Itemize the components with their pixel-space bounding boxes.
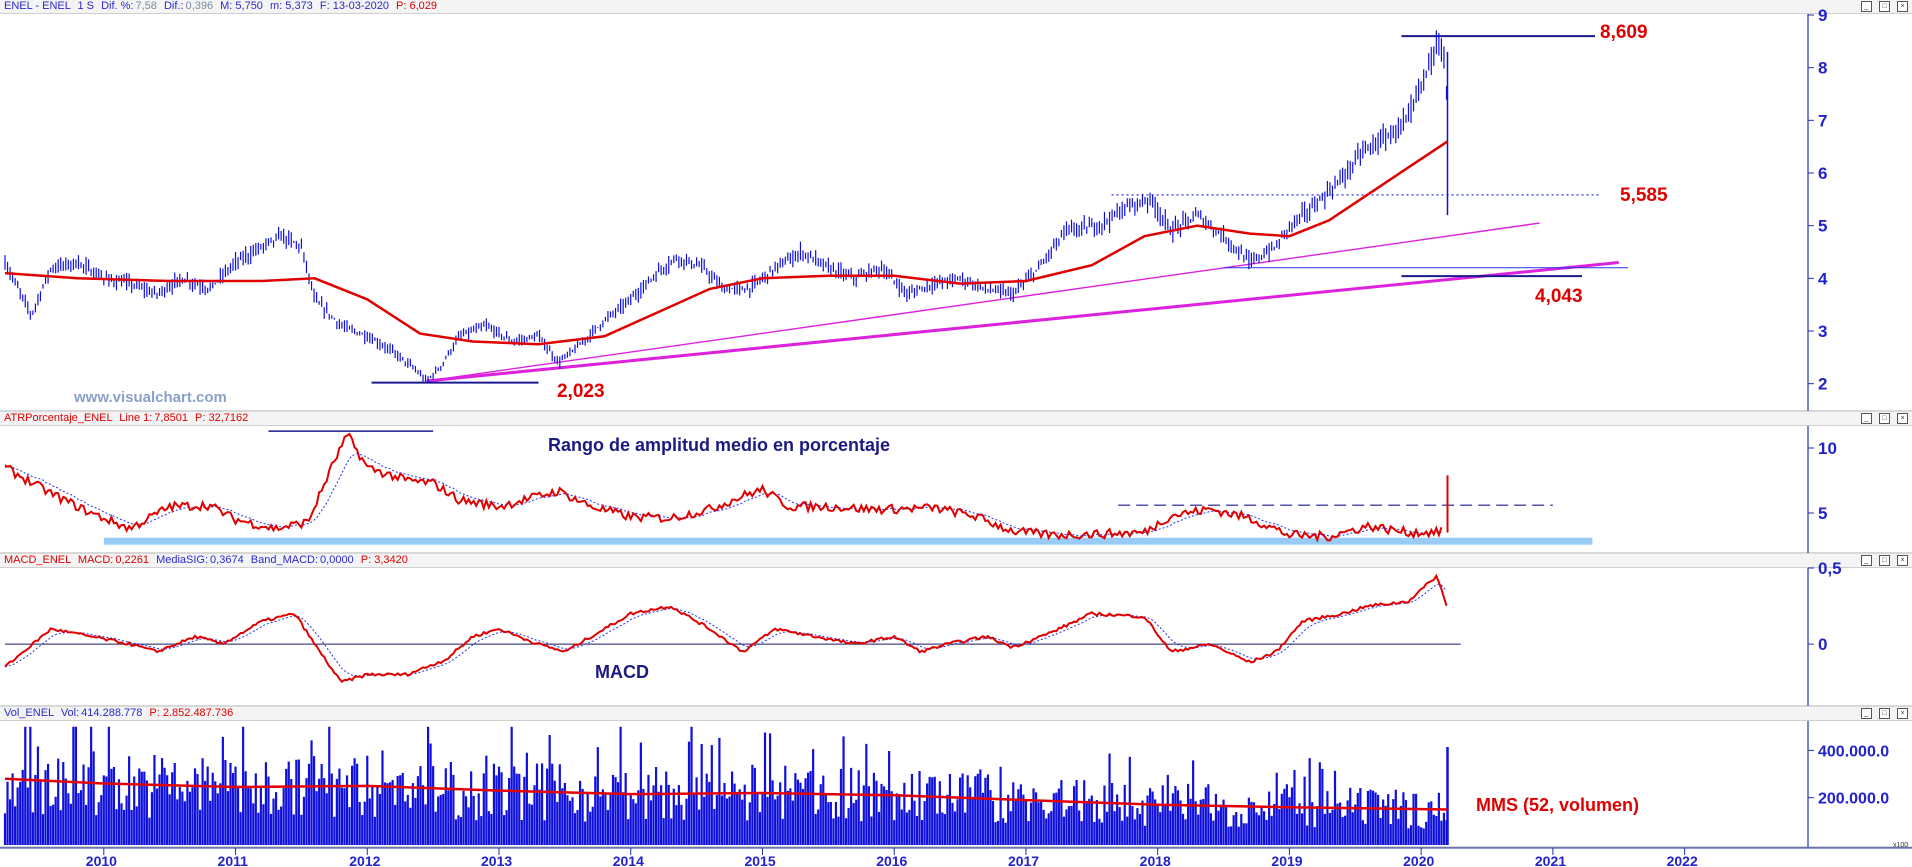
x-tick-label-2013: 2013 xyxy=(481,853,512,867)
price-tick-label-4: 6 xyxy=(1818,164,1827,183)
close-icon[interactable]: × xyxy=(1897,1,1908,12)
period-label: 1 S xyxy=(77,0,95,12)
atr-line-label: Line 1: xyxy=(119,412,153,424)
maximize-icon[interactable]: □ xyxy=(1879,413,1890,424)
dif-value: 0,396 xyxy=(185,0,214,12)
dif-pct-label: Dif. %: xyxy=(101,0,134,12)
x-tick-label-2022: 2022 xyxy=(1667,853,1698,867)
macd-value: 0,2261 xyxy=(115,554,150,566)
x-tick-label-2017: 2017 xyxy=(1008,853,1039,867)
macd-price-label: P: 3,3420 xyxy=(360,554,408,566)
macd-label: MACD: xyxy=(77,554,114,566)
x-tick-label-2010: 2010 xyxy=(86,853,117,867)
atr-signal-line xyxy=(4,453,1442,537)
symbol-label: ENEL - ENEL xyxy=(4,0,71,12)
atr-line-value: 7,8501 xyxy=(154,412,188,424)
dif-label: Dif.: xyxy=(163,0,184,12)
annotation-support: 4,043 xyxy=(1535,286,1583,307)
annotation-mid: 5,585 xyxy=(1620,185,1668,206)
trendline-steep xyxy=(426,222,1540,382)
price-tick-label-6: 8 xyxy=(1818,59,1827,78)
volume-ma-label: MMS (52, volumen) xyxy=(1476,795,1640,815)
volume-moving-average xyxy=(4,777,1448,811)
macd-name: MACD_ENEL xyxy=(4,554,71,566)
volume-window-buttons: _ □ × xyxy=(1857,708,1908,719)
volume-scale-note: x100 xyxy=(1893,842,1909,849)
atr-name: ATRPorcentaje_ENEL xyxy=(4,412,113,424)
minimize-icon[interactable]: _ xyxy=(1861,1,1872,12)
x-tick-label-2015: 2015 xyxy=(744,853,775,867)
x-tick-label-2021: 2021 xyxy=(1535,853,1566,867)
x-tick-label-2020: 2020 xyxy=(1403,853,1434,867)
watermark: www.visualchart.com xyxy=(74,389,227,406)
x-tick-label-2019: 2019 xyxy=(1271,853,1302,867)
minimize-icon[interactable]: _ xyxy=(1861,708,1872,719)
volume-panel: Vol_ENEL Vol: 414.288.778 P: 2.852.487.73… xyxy=(0,707,1912,820)
atr-base-band xyxy=(103,537,1593,545)
atr-panel: ATRPorcentaje_ENEL Line 1: 7,8501 P: 32,7… xyxy=(0,412,1912,530)
vol-value: 414.288.778 xyxy=(81,707,143,719)
annotation-low: 2,023 xyxy=(557,381,605,402)
close-icon[interactable]: × xyxy=(1897,413,1908,424)
vol-price-label: P: 2.852.487.736 xyxy=(149,707,234,719)
maximize-icon[interactable]: □ xyxy=(1879,1,1890,12)
band-value: 0,0000 xyxy=(320,554,354,566)
price-bars xyxy=(4,30,1448,383)
price-tick-label-5: 7 xyxy=(1818,111,1827,130)
x-tick-label-2012: 2012 xyxy=(349,853,380,867)
signal-label: MediaSIG: xyxy=(156,554,209,566)
volume-panel-header: Vol_ENEL Vol: 414.288.778 P: 2.852.487.73… xyxy=(0,707,1912,721)
price-tick-label-2: 4 xyxy=(1818,269,1828,288)
price-tick-label-0: 2 xyxy=(1818,375,1827,394)
price-panel-header: ENEL - ENEL 1 S Dif. %: 7,58 Dif.: 0,396 M… xyxy=(0,0,1912,14)
band-label: Band_MACD: xyxy=(250,554,319,566)
min-label: m: 5,373 xyxy=(270,0,313,12)
macd-signal-line xyxy=(4,583,1447,677)
annotation-high: 8,609 xyxy=(1600,22,1648,43)
max-label: M: 5,750 xyxy=(220,0,263,12)
atr-window-buttons: _ □ × xyxy=(1857,413,1908,424)
volume-bars xyxy=(3,726,1448,845)
x-tick-label-2018: 2018 xyxy=(1140,853,1171,867)
macd-panel: MACD_ENEL MACD: 0,2261 MediaSIG: 0,3674 Ba… xyxy=(0,554,1912,677)
x-tick-label-2014: 2014 xyxy=(613,853,644,867)
macd-window-buttons: _ □ × xyxy=(1857,555,1908,566)
minimize-icon[interactable]: _ xyxy=(1861,555,1872,566)
close-icon[interactable]: × xyxy=(1897,555,1908,566)
x-tick-label-2011: 2011 xyxy=(218,853,249,867)
volume-tick-label-1: 400.000.0 xyxy=(1818,743,1889,760)
atr-line xyxy=(4,432,1443,543)
macd-title: MACD xyxy=(595,662,649,682)
macd-panel-header: MACD_ENEL MACD: 0,2261 MediaSIG: 0,3674 Ba… xyxy=(0,554,1912,568)
signal-value: 0,3674 xyxy=(210,554,244,566)
trendline-long xyxy=(426,261,1619,383)
atr-tick-label-1: 10 xyxy=(1818,439,1837,458)
dif-pct-value: 7,58 xyxy=(135,0,157,12)
volume-tick-label-0: 200.000.0 xyxy=(1818,791,1889,808)
close-icon[interactable]: × xyxy=(1897,708,1908,719)
price-window-buttons: _ □ × xyxy=(1857,1,1908,12)
macd-tick-label-1: 0,5 xyxy=(1818,559,1842,578)
atr-tick-label-0: 5 xyxy=(1818,504,1827,523)
maximize-icon[interactable]: □ xyxy=(1879,555,1890,566)
atr-panel-header: ATRPorcentaje_ENEL Line 1: 7,8501 P: 32,7… xyxy=(0,412,1912,426)
price-tick-label-7: 9 xyxy=(1818,6,1827,25)
atr-price-label: P: 32,7162 xyxy=(195,412,249,424)
minimize-icon[interactable]: _ xyxy=(1861,413,1872,424)
macd-tick-label-0: 0 xyxy=(1818,635,1827,654)
price-tick-label-1: 3 xyxy=(1818,322,1827,341)
atr-title: Rango de amplitud medio en porcentaje xyxy=(548,435,891,455)
vol-label: Vol: xyxy=(60,707,80,719)
price-label: P: 6,029 xyxy=(396,0,438,12)
maximize-icon[interactable]: □ xyxy=(1879,708,1890,719)
x-tick-label-2016: 2016 xyxy=(876,853,907,867)
date-label: F: 13-03-2020 xyxy=(319,0,389,12)
price-moving-average xyxy=(4,140,1449,346)
vol-name: Vol_ENEL xyxy=(4,707,54,719)
macd-line xyxy=(4,573,1448,684)
price-tick-label-3: 5 xyxy=(1818,217,1827,236)
